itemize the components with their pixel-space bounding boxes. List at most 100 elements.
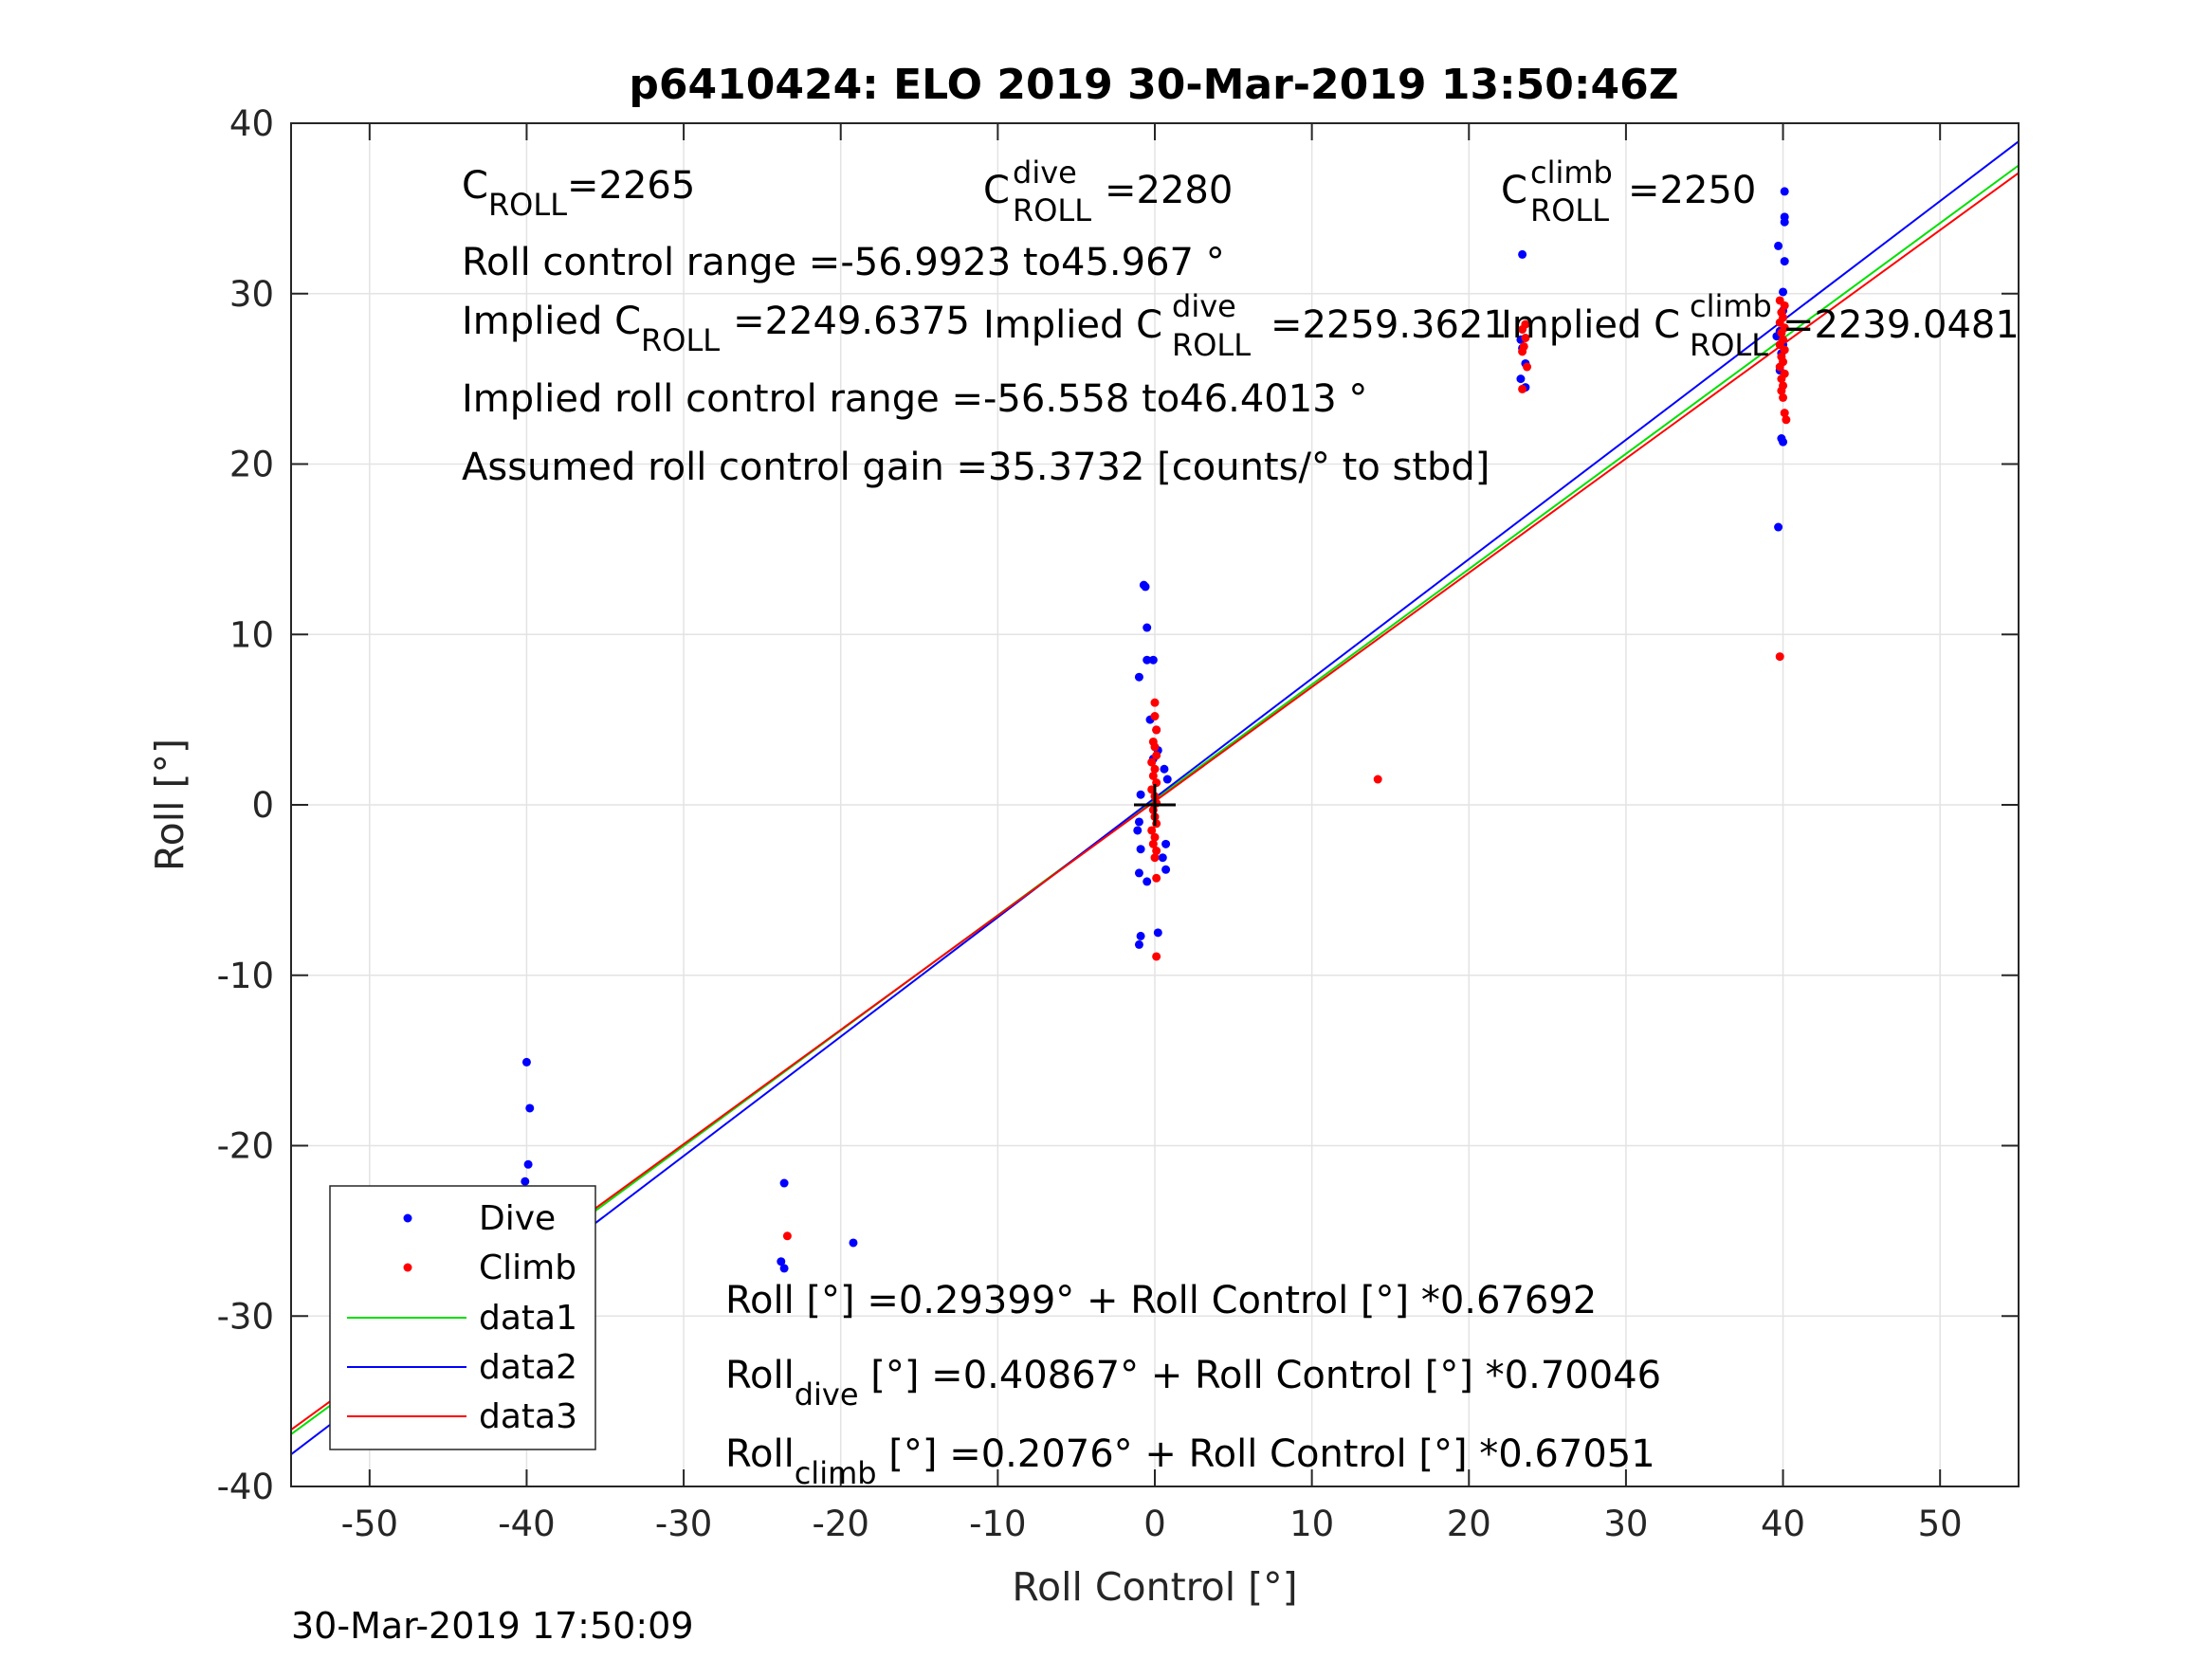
x-tick-label: -20 — [813, 1504, 869, 1544]
point-climb — [1148, 771, 1158, 780]
annotation-implied-c-roll-dive-sub: ROLL — [1172, 327, 1251, 363]
point-dive — [849, 1238, 858, 1248]
point-climb — [1373, 775, 1382, 784]
annotation-implied-c-roll-climb-value: =2239.0481 — [1782, 303, 2020, 347]
y-tick-label: 20 — [229, 445, 274, 485]
point-climb — [1775, 362, 1784, 372]
y-axis-label: Roll [°] — [147, 738, 192, 871]
point-climb — [1150, 742, 1160, 752]
point-dive — [1148, 655, 1158, 665]
point-dive — [1134, 817, 1143, 827]
point-dive — [1774, 241, 1783, 250]
x-tick-label: -50 — [341, 1504, 398, 1544]
data-points — [519, 187, 1791, 1286]
point-climb — [1780, 345, 1789, 355]
legend-label-data1: data1 — [479, 1299, 577, 1338]
annotation-control-range: Roll control range =-56.9923 to45.967 ° — [462, 241, 1225, 284]
annotation-c-roll: CROLL=2265 — [462, 164, 695, 223]
point-climb — [1152, 952, 1161, 961]
annotation-c-roll-climb-sub: ROLL — [1530, 192, 1609, 228]
x-tick-label: 20 — [1447, 1504, 1491, 1544]
point-climb — [1150, 712, 1160, 721]
point-dive — [1134, 868, 1143, 878]
point-dive — [1774, 522, 1783, 532]
x-tick-label: -40 — [498, 1504, 555, 1544]
timestamp: 30-Mar-2019 17:50:09 — [291, 1605, 694, 1647]
annotation-implied-c-roll: Implied CROLL =2249.6375 — [462, 300, 970, 358]
point-dive — [1134, 672, 1143, 682]
annotation-c-roll-climb: C — [1501, 169, 1527, 212]
point-dive — [1780, 187, 1789, 196]
point-climb — [1775, 652, 1784, 662]
point-dive — [1518, 249, 1527, 259]
point-climb — [1150, 698, 1160, 707]
y-tick-label: -40 — [217, 1467, 274, 1507]
y-tick-label: 30 — [229, 274, 274, 315]
point-climb — [1150, 832, 1160, 842]
point-climb — [1148, 839, 1158, 848]
point-dive — [1134, 939, 1143, 949]
point-dive — [1136, 931, 1145, 940]
point-climb — [1779, 392, 1788, 402]
y-tick-label: -30 — [217, 1296, 274, 1337]
annotation-c-roll-climb-value: =2250 — [1628, 169, 1756, 212]
point-climb — [1777, 328, 1786, 337]
point-dive — [1136, 790, 1145, 799]
point-dive — [1158, 853, 1167, 863]
point-climb — [1147, 757, 1157, 767]
x-tick-label: 50 — [1918, 1504, 1963, 1544]
legend-label-dive: Dive — [479, 1199, 556, 1238]
point-dive — [1143, 877, 1152, 886]
annotation-gain: Assumed roll control gain =35.3732 [coun… — [462, 446, 1490, 489]
point-dive — [1161, 865, 1171, 874]
point-climb — [1518, 324, 1527, 334]
annotation-c-roll-dive-sup: dive — [1013, 155, 1077, 191]
point-dive — [1143, 623, 1152, 632]
annotation-implied-c-roll-climb: Implied C — [1501, 303, 1680, 347]
point-dive — [1779, 437, 1788, 447]
point-dive — [1153, 928, 1162, 938]
point-dive — [1160, 764, 1169, 774]
point-dive — [1136, 845, 1145, 854]
x-tick-label: -10 — [969, 1504, 1026, 1544]
annotation-c-roll-dive: C — [983, 169, 1010, 212]
point-dive — [521, 1176, 530, 1186]
point-climb — [1518, 384, 1527, 393]
point-climb — [1523, 362, 1532, 372]
point-dive — [1161, 839, 1171, 848]
point-dive — [521, 1057, 531, 1066]
origin-marker — [1134, 784, 1176, 826]
annotation-fit-climb: Rollclimb [°] =0.2076° + Roll Control [°… — [725, 1432, 1655, 1491]
point-climb — [1780, 409, 1789, 418]
chart-title: p6410424: ELO 2019 30-Mar-2019 13:50:46Z — [629, 61, 1678, 109]
point-dive — [1162, 775, 1172, 784]
point-dive — [779, 1178, 789, 1188]
x-tick-label: 40 — [1761, 1504, 1805, 1544]
point-climb — [1152, 873, 1161, 883]
point-dive — [525, 1103, 535, 1113]
point-climb — [782, 1231, 792, 1241]
point-climb — [1147, 826, 1157, 835]
point-dive — [1779, 287, 1788, 297]
point-dive — [779, 1264, 789, 1273]
point-climb — [1152, 725, 1161, 735]
point-dive — [1780, 217, 1789, 227]
point-dive — [1133, 826, 1143, 835]
point-climb — [1780, 301, 1789, 310]
annotation-c-roll-dive-sub: ROLL — [1013, 192, 1091, 228]
annotation-fit-dive: Rolldive [°] =0.40867° + Roll Control [°… — [725, 1354, 1661, 1413]
x-tick-label: 10 — [1289, 1504, 1334, 1544]
annotation-c-roll-climb-sup: climb — [1530, 155, 1613, 191]
point-dive — [1141, 582, 1150, 592]
point-climb — [1150, 764, 1160, 774]
legend-marker-dive — [403, 1213, 412, 1223]
annotation-implied-range: Implied roll control range =-56.558 to46… — [462, 377, 1367, 421]
point-climb — [1518, 347, 1527, 356]
point-dive — [777, 1257, 786, 1267]
annotation-implied-c-roll-climb-sup: climb — [1690, 288, 1772, 324]
legend-label-climb: Climb — [479, 1249, 576, 1287]
point-climb — [1152, 751, 1161, 760]
annotation-implied-c-roll-climb-sub: ROLL — [1690, 327, 1768, 363]
y-tick-label: 10 — [229, 614, 274, 655]
axis-ticks: -50 -40 -30 -20 -10 0 10 20 30 40 50 -40 -30 -20 -10 0 1… — [217, 103, 2019, 1544]
